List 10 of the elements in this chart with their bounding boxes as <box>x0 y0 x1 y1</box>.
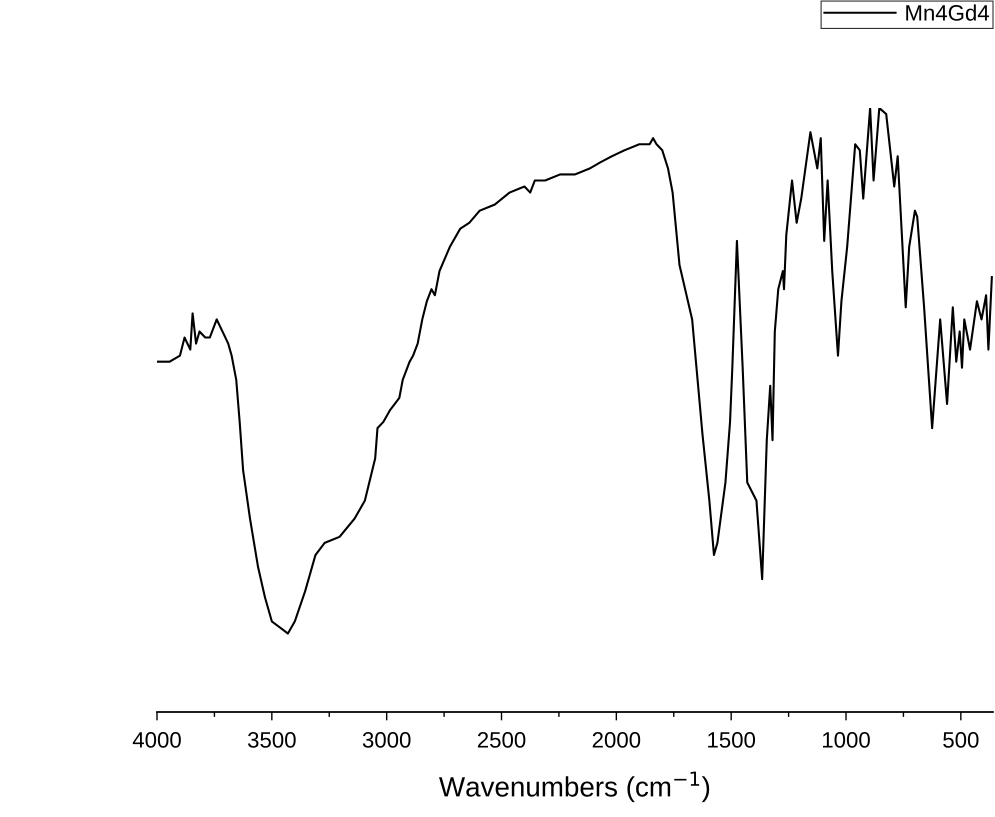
x-tick-label: 3500 <box>248 732 296 748</box>
x-tick-label: 4000 <box>132 732 181 748</box>
x-tick-label: 2000 <box>592 732 640 748</box>
legend-label: Mn4Gd4 <box>906 4 990 21</box>
x-tick-label: 2500 <box>478 732 526 748</box>
x-axis-title: Wavenumbers (cm$^{−1}$) <box>439 772 710 802</box>
x-tick-label: 1000 <box>822 732 870 748</box>
x-tick-label: 3000 <box>362 732 411 748</box>
x-tick-label: 1500 <box>708 732 756 748</box>
x-tick-label: 500 <box>943 732 979 748</box>
